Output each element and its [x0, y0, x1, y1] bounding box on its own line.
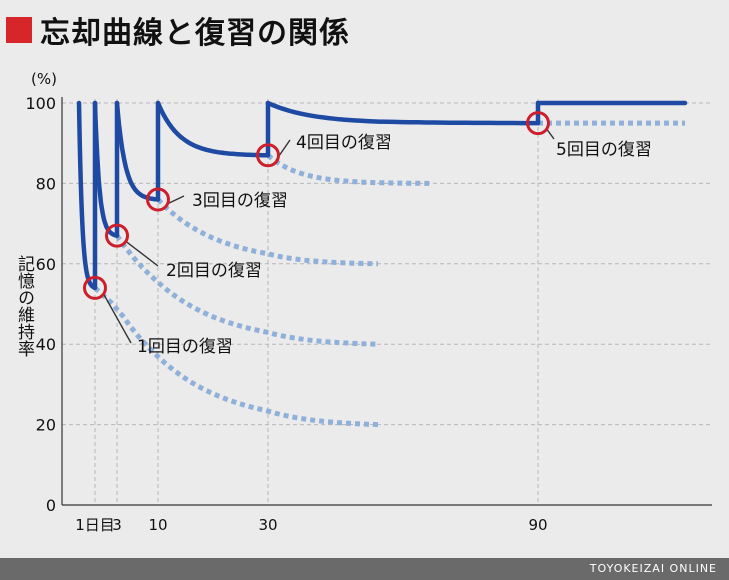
footer-bar: TOYOKEIZAI ONLINE: [0, 558, 729, 580]
axis-layer: [61, 97, 712, 506]
chart-title-block: 忘却曲線と復習の関係: [6, 8, 350, 52]
review-label-4: 4回目の復習: [296, 133, 392, 153]
memory-segment-3: [114, 100, 161, 202]
forgetting-curves-layer: [93, 120, 685, 428]
x-tick-label-90: 90: [528, 516, 547, 534]
review-markers-layer: [83, 111, 555, 344]
memory-segment-4: [155, 100, 271, 158]
memory-segment-2: [92, 100, 120, 238]
y-tick-label-20: 20: [36, 416, 56, 435]
x-tick-label-30: 30: [258, 516, 277, 534]
chart-title: 忘却曲線と復習の関係: [40, 16, 350, 51]
memory-line-layer: [76, 100, 688, 291]
review-leader-2: [124, 240, 159, 267]
memory-segment-5: [265, 100, 541, 126]
review-circle-4: [256, 143, 280, 168]
y-tick-label-0: 0: [46, 496, 56, 515]
y-tick-label-40: 40: [36, 335, 56, 354]
y-tick-label-60: 60: [36, 255, 56, 274]
review-circle-2: [105, 223, 129, 248]
forgetting-curve-4: [266, 153, 432, 186]
forgetting-curve-1: [93, 286, 379, 428]
review-label-5: 5回目の復習: [556, 140, 652, 160]
y-tick-label-80: 80: [36, 174, 56, 193]
review-circle-5: [526, 111, 550, 136]
memory-segment-1: [76, 100, 98, 291]
review-circle-1: [83, 275, 107, 300]
forgetting-curve-3: [156, 197, 379, 267]
footer-credit: TOYOKEIZAI ONLINE: [589, 562, 717, 575]
review-label-2: 2回目の復習: [166, 261, 262, 281]
x-tick-label-10: 10: [148, 516, 167, 534]
forgetting-curve-2: [114, 234, 379, 347]
x-tick-label-3: 3: [112, 516, 122, 534]
title-marker-square: [6, 17, 32, 43]
y-axis-label: 記憶の維持率: [14, 255, 35, 357]
y-unit-label: (%): [31, 70, 57, 88]
review-leader-1: [102, 292, 132, 344]
review-label-3: 3回目の復習: [192, 191, 288, 211]
y-tick-label-100: 100: [25, 94, 56, 113]
review-label-1: 1回目の復習: [137, 337, 233, 357]
x-tick-label-1: 1日目: [75, 516, 115, 534]
review-circle-3: [146, 187, 170, 212]
grid-layer: [62, 99, 712, 505]
